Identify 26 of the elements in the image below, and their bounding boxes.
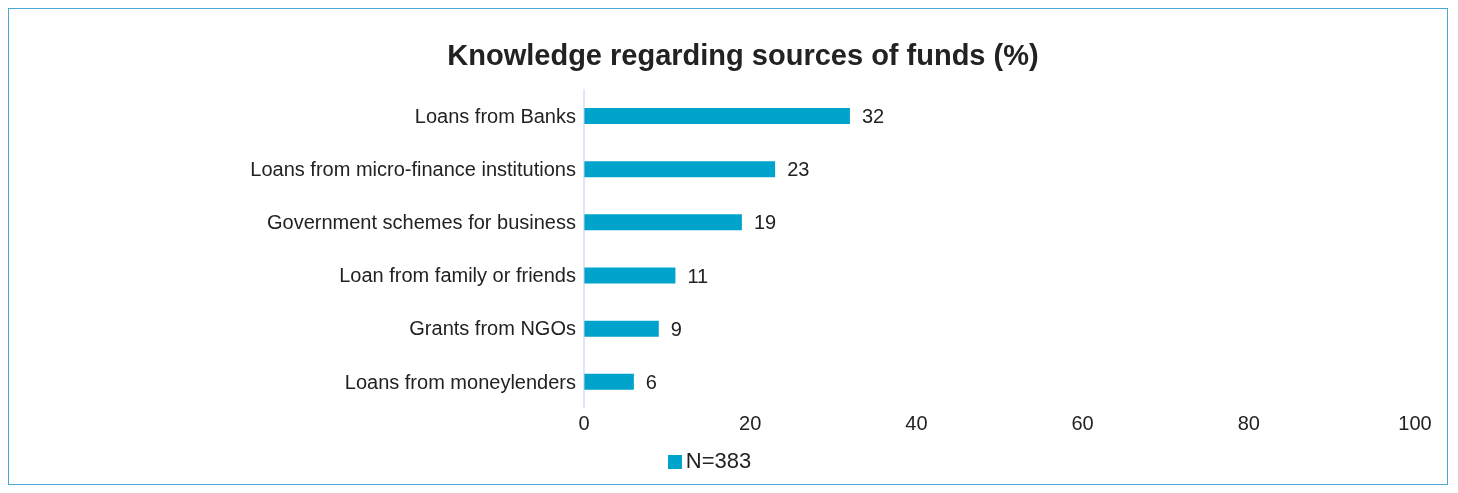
data-label: 32 bbox=[861, 105, 885, 128]
y-tick-label: Government schemes for business bbox=[266, 211, 576, 234]
data-label: 6 bbox=[645, 370, 657, 393]
data-label: 23 bbox=[787, 158, 810, 181]
chart-title: Knowledge regarding sources of funds (%) bbox=[446, 38, 1040, 71]
x-tick-label: 60 bbox=[1071, 412, 1094, 435]
bar bbox=[584, 320, 659, 337]
y-tick-label: Loans from Banks bbox=[414, 104, 576, 127]
bar bbox=[584, 373, 634, 390]
y-tick-label: Loans from moneylenders bbox=[344, 370, 576, 393]
bar bbox=[584, 214, 742, 231]
x-tick-label: 20 bbox=[739, 412, 762, 435]
y-tick-label: Loan from family or friends bbox=[339, 264, 576, 287]
y-tick-label: Grants from NGOs bbox=[409, 317, 576, 340]
legend-label: N=383 bbox=[685, 448, 752, 473]
bar bbox=[584, 161, 776, 178]
y-tick-label: Loans from micro-finance institutions bbox=[250, 157, 576, 180]
x-tick-label: 40 bbox=[905, 412, 928, 435]
data-label: 11 bbox=[687, 264, 709, 287]
bar bbox=[584, 267, 676, 284]
x-tick-label: 100 bbox=[1398, 412, 1432, 435]
data-label: 19 bbox=[753, 211, 777, 234]
x-tick-label: 0 bbox=[578, 412, 590, 435]
x-tick-label: 80 bbox=[1237, 412, 1260, 435]
data-label: 9 bbox=[670, 317, 682, 340]
bar bbox=[584, 108, 850, 124]
